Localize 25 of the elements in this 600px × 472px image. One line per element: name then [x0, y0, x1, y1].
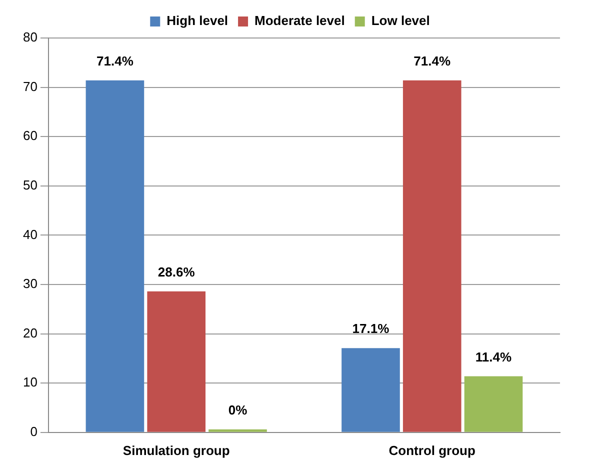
bar [147, 291, 206, 432]
y-tick-label: 10 [22, 374, 38, 390]
y-tick-label: 30 [22, 276, 38, 292]
bar [402, 80, 462, 432]
bar [86, 80, 144, 432]
y-tick-label: 0 [30, 424, 38, 439]
x-tick-label: Simulation group [122, 442, 230, 458]
legend-label: High level [166, 13, 228, 28]
data-label: 71.4% [96, 53, 134, 68]
legend-label: Moderate level [254, 13, 345, 28]
y-tick-label: 70 [22, 78, 38, 94]
data-label: 71.4% [414, 53, 451, 68]
bar [464, 376, 523, 432]
data-label: 28.6% [158, 264, 196, 280]
y-tick-label: 40 [22, 226, 38, 242]
data-label: 17.1% [352, 321, 390, 336]
y-tick-label: 20 [22, 325, 38, 340]
y-tick-label: 60 [22, 128, 38, 144]
bar [342, 348, 400, 432]
data-label: 0% [228, 402, 248, 418]
data-label: 11.4% [475, 349, 512, 364]
y-tick-label: 80 [22, 30, 38, 45]
x-tick-label: Control group [388, 442, 476, 458]
y-tick-label: 50 [22, 177, 38, 192]
legend-label: Low level [371, 13, 430, 28]
